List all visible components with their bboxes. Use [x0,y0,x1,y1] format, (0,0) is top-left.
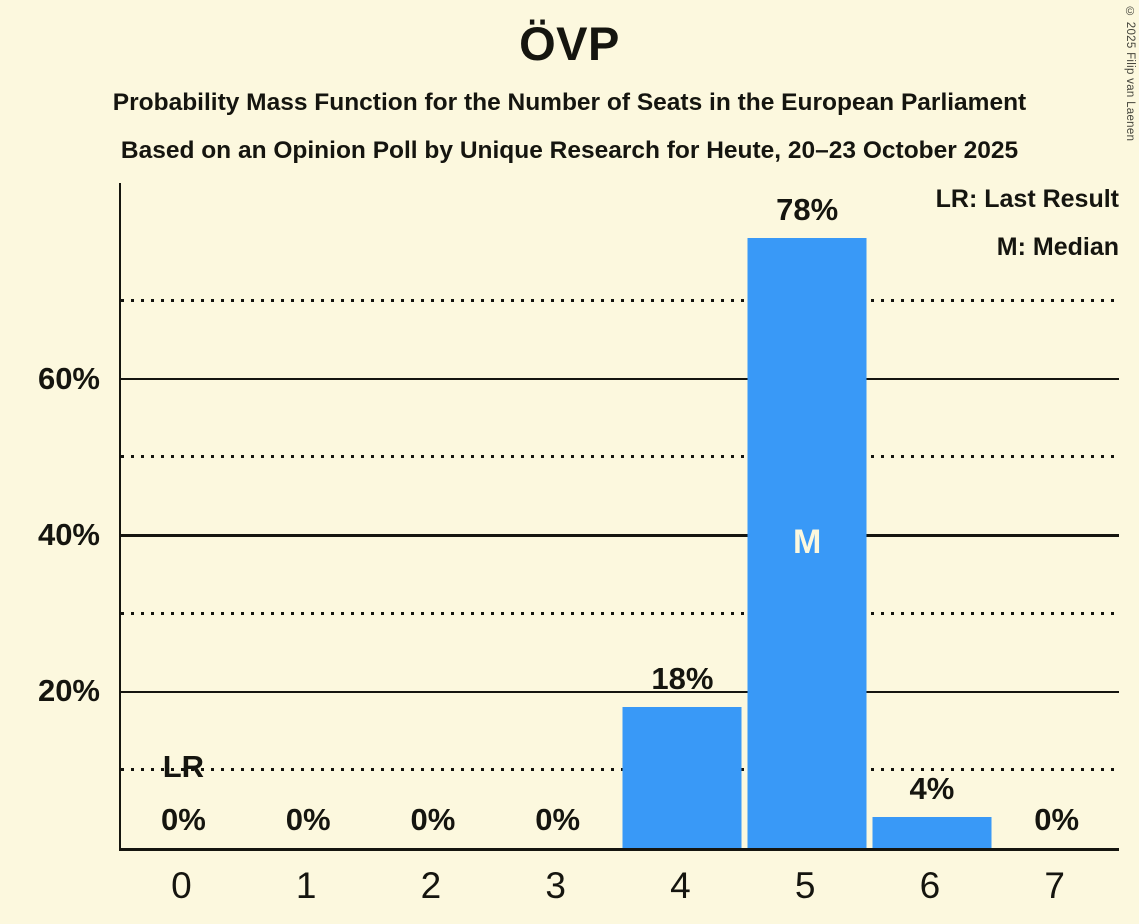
bar-value-label-4: 18% [651,661,714,697]
gridline-70 [121,298,1119,302]
bar-column-4: 18% [620,183,745,848]
bar-value-label-3: 0% [535,802,581,837]
x-axis-label-0: 0 [171,865,192,906]
bar-column-6: 4% [870,183,995,848]
gridline-40 [121,534,1119,537]
x-axis-label-1: 1 [295,865,317,906]
chart-subtitle-line1: Probability Mass Function for the Number… [112,89,1027,116]
x-axis-labels: 0 1 2 3 4 5 6 7 [119,865,1117,907]
bar-value-label-7: 0% [1034,802,1080,837]
x-axis-label-5: 5 [794,865,816,906]
gridline-30 [121,611,1119,615]
x-axis-label-3: 3 [545,865,566,906]
bar-column-0: 0% LR [121,183,246,848]
copyright-note: © 2025 Filip van Laenen [1124,6,1136,142]
plot-area: 0% LR 0% 0% 0% 18% M [119,183,1119,851]
y-axis-tick-60: 60% [37,361,100,396]
bar-column-5: M 78% [745,183,870,848]
bars-layer: 0% LR 0% 0% 0% 18% M [121,183,1119,848]
last-result-marker: LR [162,749,205,784]
bar-seat-4 [622,707,742,848]
legend-median: M: Median [996,233,1119,261]
bar-column-1: 0% [246,183,371,848]
bar-seat-5: M [747,237,867,848]
bar-value-label-2: 0% [410,802,456,837]
bar-column-3: 0% [495,183,620,848]
median-marker: M [792,523,822,562]
chart-subtitle-line2: Based on an Opinion Poll by Unique Resea… [120,137,1019,164]
y-axis-tick-40: 40% [37,517,100,552]
x-axis-label-2: 2 [420,865,442,906]
gridline-20 [121,690,1119,694]
bar-column-7: 0% [994,183,1119,848]
x-axis-label-6: 6 [919,865,941,906]
bar-value-label-0: 0% [160,802,206,837]
bar-value-label-5: 78% [776,191,839,227]
bar-seat-6 [872,816,992,848]
x-axis-label-7: 7 [1044,865,1065,906]
gridline-10 [121,768,1119,772]
y-axis-tick-20: 20% [37,673,100,708]
legend-last-result: LR: Last Result [935,185,1119,213]
bar-value-label-6: 4% [909,770,955,806]
bar-value-label-1: 0% [285,802,331,837]
x-axis-label-4: 4 [670,865,691,906]
gridline-50 [121,455,1119,459]
chart-title: ÖVP [519,17,620,70]
gridline-60 [121,377,1119,381]
bar-column-2: 0% [371,183,496,848]
